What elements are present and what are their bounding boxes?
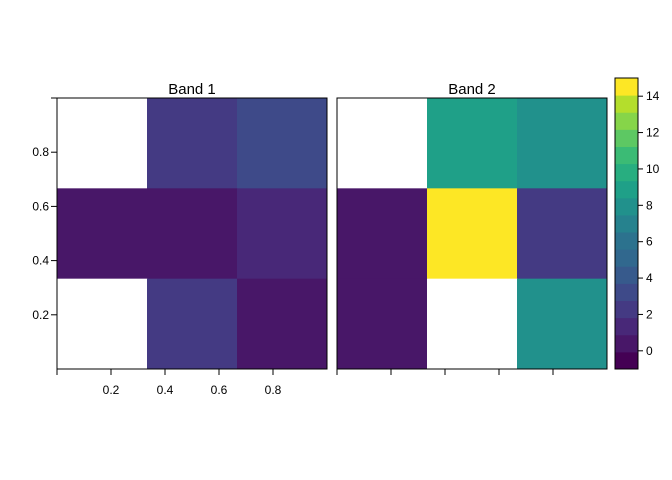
y-tick-label: 0.4 — [32, 254, 49, 268]
panel-title: Band 1 — [168, 81, 216, 98]
panel-frame — [336, 97, 608, 370]
colorbar-segment — [615, 129, 638, 147]
raster-cell — [57, 188, 148, 280]
colorbar-segment — [615, 78, 638, 96]
colorbar-segment — [615, 317, 638, 336]
x-tick-label: 0.4 — [157, 383, 174, 397]
y-tick-label: 0.2 — [32, 308, 49, 322]
raster-cell — [427, 278, 518, 370]
colorbar-tick-label: 10 — [646, 162, 660, 176]
raster-cell — [337, 98, 428, 189]
raster-cell — [237, 98, 328, 189]
x-tick-label: 0.6 — [211, 383, 228, 397]
x-tick-label: 0.8 — [265, 383, 282, 397]
raster-cell — [147, 278, 238, 370]
y-tick-label: 0.6 — [32, 199, 49, 213]
colorbar-segment — [615, 249, 638, 267]
colorbar-segment — [615, 180, 638, 199]
raster-cell — [237, 278, 328, 370]
colorbar-segment — [615, 334, 638, 353]
colorbar-segment — [615, 112, 638, 130]
colorbar-segment — [615, 283, 638, 302]
colorbar-segment — [615, 214, 638, 233]
raster-cell — [237, 188, 328, 280]
colorbar-tick-label: 2 — [646, 307, 653, 321]
raster-cell — [147, 98, 238, 189]
colorbar-segment — [615, 146, 638, 165]
colorbar-tick-label: 4 — [646, 271, 653, 285]
colorbar-segment — [615, 266, 638, 284]
colorbar-frame — [614, 77, 639, 370]
colorbar-segment — [615, 351, 638, 370]
colorbar-segment — [615, 232, 638, 250]
y-tick-label: 0.8 — [32, 145, 49, 159]
raster-cell — [337, 188, 428, 280]
x-tick-label: 0.2 — [103, 383, 120, 397]
raster-cell — [147, 188, 238, 280]
colorbar-segment — [615, 95, 638, 113]
raster-cell — [517, 278, 608, 370]
raster-cell — [57, 278, 148, 370]
raster-cell — [517, 98, 608, 189]
colorbar-tick-label: 0 — [646, 344, 653, 358]
raster-cell — [517, 188, 608, 280]
colorbar-segment — [615, 163, 638, 182]
colorbar-tick-label: 12 — [646, 126, 660, 140]
colorbar-segment — [615, 197, 638, 216]
colorbar-tick-label: 14 — [646, 89, 660, 103]
colorbar-segment — [615, 300, 638, 319]
raster-cell — [337, 278, 428, 370]
panel-title: Band 2 — [448, 81, 496, 98]
colorbar-tick-label: 6 — [646, 235, 653, 249]
raster-cell — [427, 98, 518, 189]
colorbar-tick-label: 8 — [646, 198, 653, 212]
raster-cell — [57, 98, 148, 189]
panel-frame — [56, 97, 328, 370]
raster-cell — [427, 188, 518, 280]
